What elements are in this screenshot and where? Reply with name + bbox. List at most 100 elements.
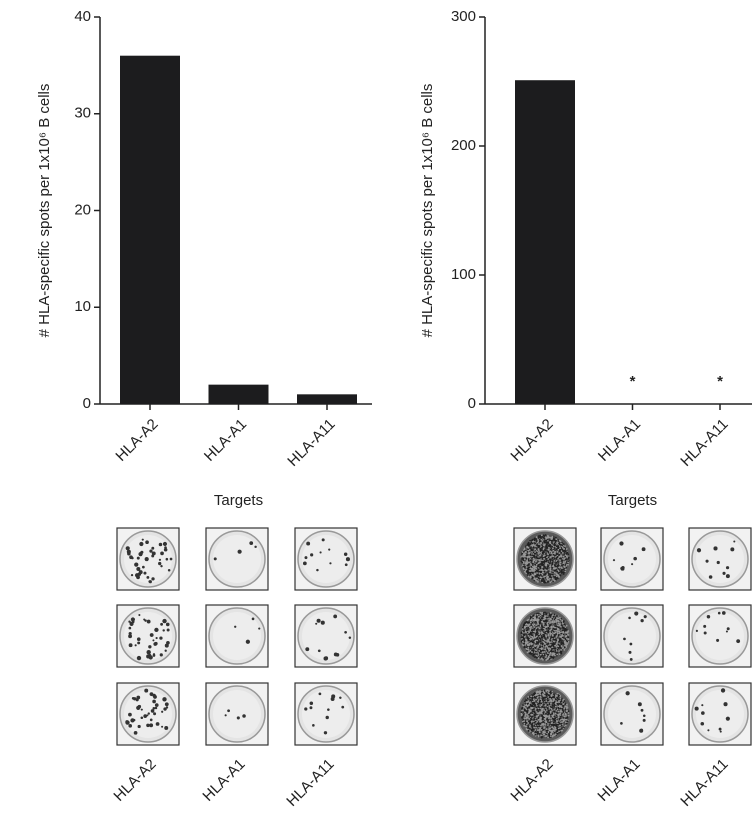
spot [327,708,330,711]
spot [528,718,530,720]
spot [547,564,549,566]
spot [533,558,535,560]
spot [551,627,553,629]
spot [541,549,543,551]
spot [538,715,540,717]
spot [542,721,544,723]
spot [148,580,151,583]
spot [553,616,555,618]
spot [528,730,530,732]
spot [719,728,722,731]
spot [534,537,536,539]
spot [550,699,552,701]
spot [163,542,167,546]
spot [633,557,637,561]
spot [545,711,547,713]
bar [515,80,575,404]
spot [258,627,260,629]
spot [549,554,551,556]
spot [726,574,730,578]
spot [557,639,559,641]
spot [165,644,169,648]
spot [560,561,562,563]
spot [528,638,530,640]
spot [553,557,555,559]
spot [566,641,568,643]
spot [554,545,556,547]
spot [551,551,553,553]
spot [559,723,561,725]
spot [521,714,523,716]
spot [137,637,141,641]
spot [550,619,552,621]
spot [541,706,543,708]
spot [561,719,563,721]
spot [559,566,561,568]
spot [531,651,533,653]
spot [631,563,633,565]
spot [535,575,537,577]
spot [554,623,556,625]
spot [559,727,561,729]
well-inner [213,535,261,583]
spot [704,631,707,634]
spot [532,710,534,712]
spot [246,640,250,644]
spot [543,650,545,652]
spot [530,623,532,625]
spot [162,629,164,631]
spot [539,700,541,702]
spot [523,723,525,725]
spot [564,545,566,547]
spot [726,717,730,721]
spot [160,653,163,656]
spot [547,535,549,537]
spot [160,552,164,556]
y-tick-label: 300 [451,8,476,25]
spot [557,711,559,713]
spot [539,693,541,695]
spot [547,640,549,642]
spot [562,713,564,715]
spot [530,577,532,579]
spot [539,721,541,723]
spot [539,555,541,557]
spot [563,558,565,560]
spot [545,572,547,574]
spot [553,647,555,649]
spot [555,640,557,642]
spot [553,641,555,643]
spot [538,547,540,549]
spot [532,541,534,543]
spot [539,559,541,561]
spot [630,658,633,661]
spot [539,652,541,654]
spot [536,615,538,617]
spot [543,558,545,560]
spot [547,581,549,583]
spot [566,635,568,637]
spot [532,697,534,699]
spot [242,714,246,718]
spot [530,549,532,551]
spot [536,552,538,554]
spot [546,570,548,572]
well [689,605,751,667]
spot [556,625,558,627]
spot [125,720,128,723]
spot [538,537,540,539]
spot [562,552,564,554]
spot [552,547,554,549]
spot [160,565,162,567]
spot [558,644,560,646]
spot [530,626,532,628]
spot [538,631,540,633]
spot [166,558,169,561]
spot [535,729,537,731]
spot [532,574,534,576]
spot [134,563,138,567]
spot [550,612,552,614]
spot [522,559,524,561]
spot [527,725,529,727]
spot [562,559,564,561]
